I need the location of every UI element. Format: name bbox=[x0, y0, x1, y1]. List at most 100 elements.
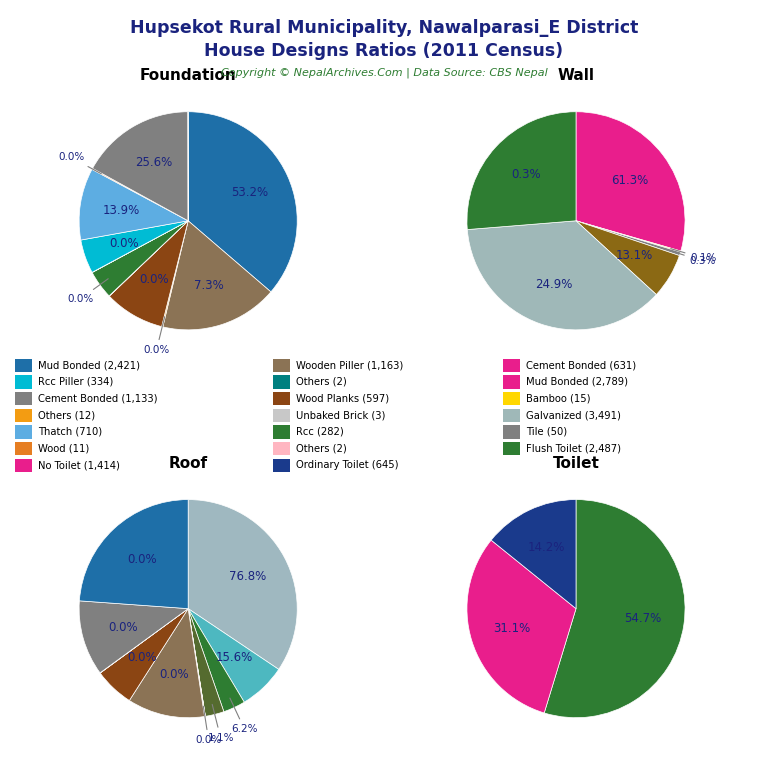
Text: 6.2%: 6.2% bbox=[230, 698, 258, 734]
Wedge shape bbox=[109, 221, 188, 296]
Title: Wall: Wall bbox=[558, 68, 594, 83]
Wedge shape bbox=[161, 221, 188, 327]
Text: Bamboo (15): Bamboo (15) bbox=[526, 393, 591, 404]
Text: 13.9%: 13.9% bbox=[103, 204, 140, 217]
Wedge shape bbox=[576, 221, 680, 295]
Text: 54.7%: 54.7% bbox=[624, 612, 661, 625]
Text: Unbaked Brick (3): Unbaked Brick (3) bbox=[296, 410, 385, 420]
Title: Foundation: Foundation bbox=[140, 68, 237, 83]
Bar bbox=[15, 409, 32, 422]
Text: Tile (50): Tile (50) bbox=[526, 427, 568, 437]
Text: Wooden Piller (1,163): Wooden Piller (1,163) bbox=[296, 360, 403, 370]
Bar bbox=[503, 409, 520, 422]
Wedge shape bbox=[100, 608, 188, 673]
Text: Others (2): Others (2) bbox=[296, 377, 346, 387]
Wedge shape bbox=[545, 500, 685, 717]
Text: Ordinary Toilet (645): Ordinary Toilet (645) bbox=[296, 460, 398, 471]
Text: Mud Bonded (2,421): Mud Bonded (2,421) bbox=[38, 360, 141, 370]
Wedge shape bbox=[492, 500, 576, 608]
Wedge shape bbox=[109, 221, 188, 326]
Wedge shape bbox=[188, 500, 297, 670]
Wedge shape bbox=[467, 111, 576, 230]
Text: Cement Bonded (631): Cement Bonded (631) bbox=[526, 360, 636, 370]
Bar bbox=[273, 458, 290, 472]
Wedge shape bbox=[188, 608, 223, 717]
Text: Thatch (710): Thatch (710) bbox=[38, 427, 102, 437]
Wedge shape bbox=[92, 221, 188, 296]
Bar bbox=[15, 392, 32, 406]
Bar bbox=[273, 425, 290, 439]
Text: 0.0%: 0.0% bbox=[144, 316, 170, 355]
Text: Rcc Piller (334): Rcc Piller (334) bbox=[38, 377, 114, 387]
Bar bbox=[15, 359, 32, 372]
Bar bbox=[503, 392, 520, 406]
Bar bbox=[273, 392, 290, 406]
Text: Others (12): Others (12) bbox=[38, 410, 95, 420]
Text: 0.0%: 0.0% bbox=[110, 237, 139, 250]
Text: 0.0%: 0.0% bbox=[108, 621, 138, 634]
Text: 24.9%: 24.9% bbox=[535, 278, 573, 291]
Text: House Designs Ratios (2011 Census): House Designs Ratios (2011 Census) bbox=[204, 42, 564, 60]
Text: 0.0%: 0.0% bbox=[58, 152, 101, 174]
Wedge shape bbox=[188, 608, 205, 717]
Text: Cement Bonded (1,133): Cement Bonded (1,133) bbox=[38, 393, 158, 404]
Wedge shape bbox=[92, 112, 188, 221]
Bar bbox=[503, 442, 520, 455]
Wedge shape bbox=[188, 608, 244, 712]
Wedge shape bbox=[92, 221, 188, 273]
Text: Mud Bonded (2,789): Mud Bonded (2,789) bbox=[526, 377, 628, 387]
Text: Rcc (282): Rcc (282) bbox=[296, 427, 343, 437]
Text: 7.3%: 7.3% bbox=[194, 279, 223, 292]
Wedge shape bbox=[576, 221, 680, 252]
Text: 0.0%: 0.0% bbox=[196, 707, 222, 745]
Text: Wood Planks (597): Wood Planks (597) bbox=[296, 393, 389, 404]
Text: 76.8%: 76.8% bbox=[229, 571, 266, 584]
Wedge shape bbox=[576, 111, 685, 251]
Text: 0.0%: 0.0% bbox=[127, 553, 157, 566]
Text: Copyright © NepalArchives.Com | Data Source: CBS Nepal: Copyright © NepalArchives.Com | Data Sou… bbox=[220, 68, 548, 78]
Wedge shape bbox=[81, 221, 188, 273]
Wedge shape bbox=[92, 168, 188, 221]
Bar bbox=[15, 425, 32, 439]
Text: 61.3%: 61.3% bbox=[611, 174, 649, 187]
Bar bbox=[15, 442, 32, 455]
Wedge shape bbox=[467, 540, 576, 713]
Text: 0.0%: 0.0% bbox=[68, 279, 108, 304]
Wedge shape bbox=[79, 601, 188, 673]
Bar bbox=[15, 376, 32, 389]
Text: 13.1%: 13.1% bbox=[616, 249, 653, 262]
Wedge shape bbox=[188, 608, 279, 702]
Text: Flush Toilet (2,487): Flush Toilet (2,487) bbox=[526, 444, 621, 454]
Text: Galvanized (3,491): Galvanized (3,491) bbox=[526, 410, 621, 420]
Bar bbox=[273, 409, 290, 422]
Text: 15.6%: 15.6% bbox=[216, 651, 253, 664]
Text: 0.0%: 0.0% bbox=[139, 273, 169, 286]
Text: 25.6%: 25.6% bbox=[135, 156, 172, 169]
Text: Wood (11): Wood (11) bbox=[38, 444, 90, 454]
Wedge shape bbox=[100, 608, 188, 700]
Wedge shape bbox=[576, 221, 680, 256]
Wedge shape bbox=[163, 221, 271, 329]
Text: Hupsekot Rural Municipality, Nawalparasi_E District: Hupsekot Rural Municipality, Nawalparasi… bbox=[130, 19, 638, 37]
Bar bbox=[503, 359, 520, 372]
Text: 0.0%: 0.0% bbox=[127, 651, 157, 664]
Text: 14.2%: 14.2% bbox=[528, 541, 565, 554]
Text: No Toilet (1,414): No Toilet (1,414) bbox=[38, 460, 121, 471]
Text: 0.0%: 0.0% bbox=[159, 668, 189, 681]
Bar bbox=[273, 359, 290, 372]
Title: Roof: Roof bbox=[169, 456, 207, 471]
Title: Toilet: Toilet bbox=[552, 456, 600, 471]
Text: 1.1%: 1.1% bbox=[207, 704, 233, 743]
Text: 0.3%: 0.3% bbox=[670, 250, 716, 266]
Bar bbox=[15, 458, 32, 472]
Wedge shape bbox=[188, 608, 205, 717]
Bar bbox=[273, 442, 290, 455]
Text: 53.2%: 53.2% bbox=[231, 186, 268, 199]
Wedge shape bbox=[79, 170, 188, 240]
Text: 31.1%: 31.1% bbox=[493, 622, 530, 635]
Text: 0.3%: 0.3% bbox=[511, 168, 541, 181]
Text: Others (2): Others (2) bbox=[296, 444, 346, 454]
Text: 0.1%: 0.1% bbox=[670, 249, 717, 263]
Bar bbox=[503, 376, 520, 389]
Wedge shape bbox=[129, 608, 204, 717]
